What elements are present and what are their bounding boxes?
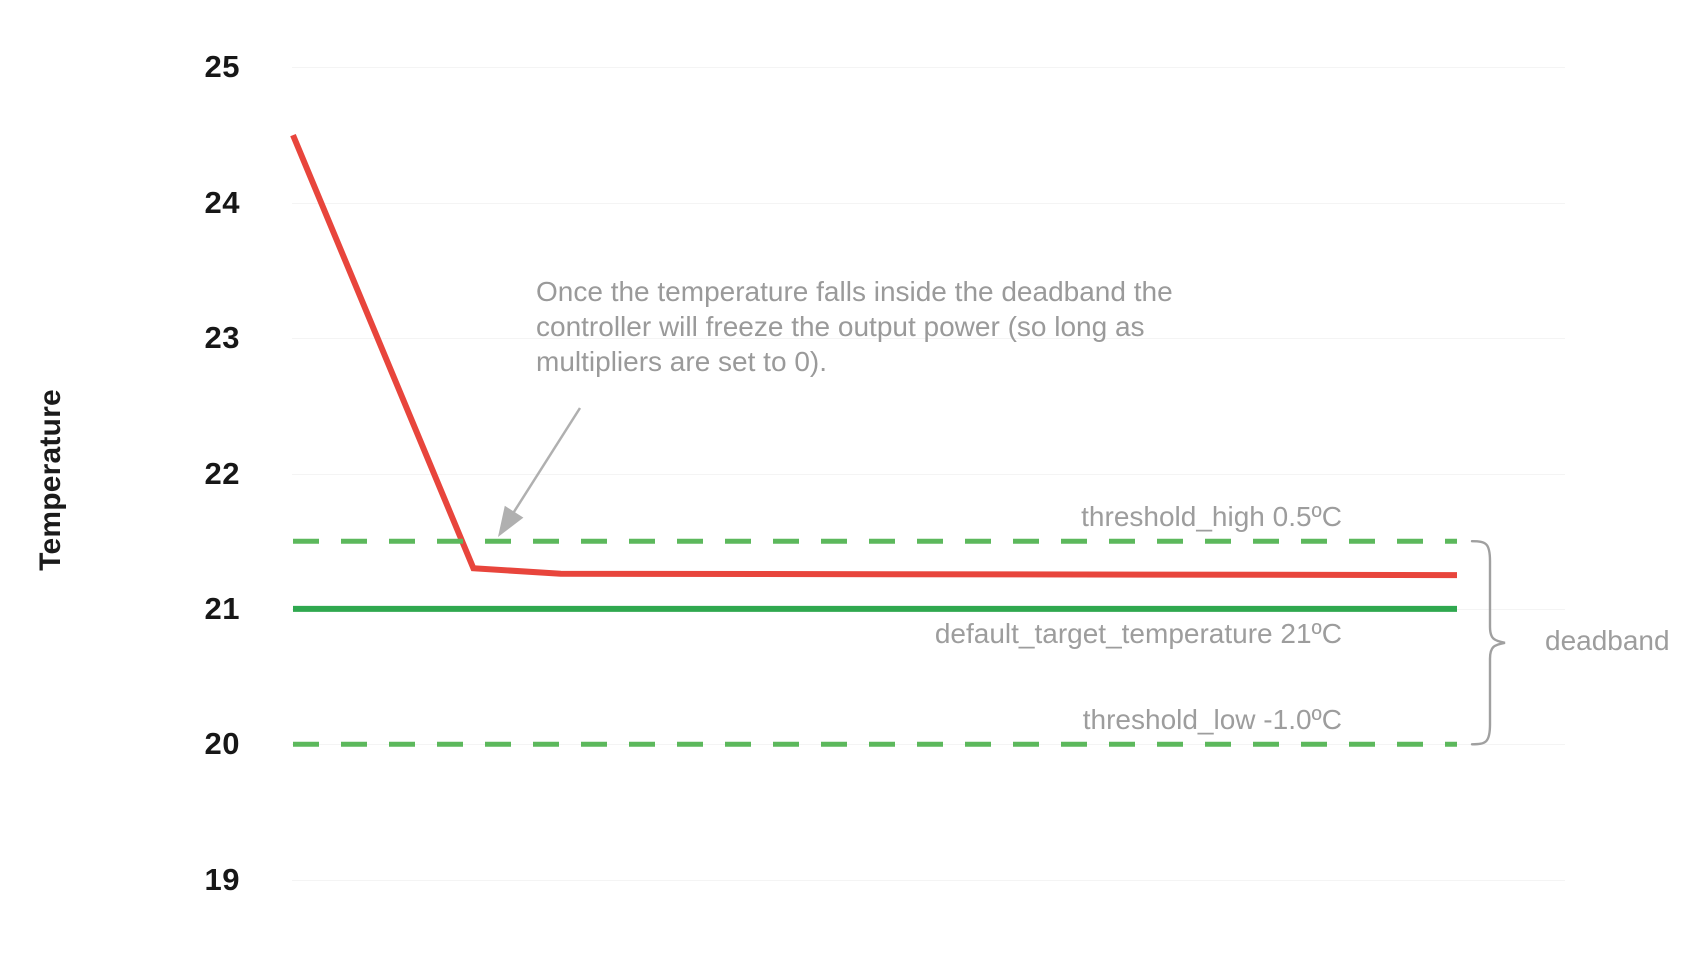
deadband-label: deadband: [1545, 624, 1670, 656]
y-axis-tick-label: 25: [204, 49, 240, 85]
annotation-arrow-icon: [498, 407, 582, 537]
gridline: [292, 203, 1565, 204]
gridline: [292, 880, 1565, 881]
y-axis-tick-label: 23: [204, 320, 240, 356]
y-axis-tick-label: 21: [204, 590, 240, 626]
deadband-annotation-note: Once the temperature falls inside the de…: [536, 276, 1173, 377]
threshold-low-label: threshold_low -1.0ºC: [1082, 704, 1342, 736]
y-axis-tick-label: 19: [204, 861, 240, 897]
gridline: [292, 67, 1565, 68]
y-axis-tick-label: 20: [204, 726, 240, 762]
deadband-brace-icon: [1470, 540, 1506, 746]
series-line-measured-temperature: [290, 133, 1458, 579]
threshold-high-label: threshold_high 0.5ºC: [1081, 501, 1342, 533]
y-axis-tick-label: 24: [204, 184, 240, 220]
gridline: [292, 474, 1565, 475]
y-axis-tick-label: 22: [204, 455, 240, 491]
y-axis-tick-labels: 25 24 23 22 21 20 19: [100, 0, 240, 960]
default-target-temperature-label: default_target_temperature 21ºC: [934, 617, 1342, 649]
gridline: [292, 338, 1565, 339]
